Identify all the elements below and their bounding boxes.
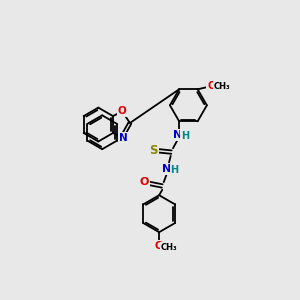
Text: N: N — [162, 164, 172, 174]
Text: S: S — [149, 144, 158, 157]
Text: O: O — [139, 177, 148, 187]
Text: CH₃: CH₃ — [214, 82, 231, 91]
Text: H: H — [170, 165, 178, 175]
Text: N: N — [173, 130, 182, 140]
Text: O: O — [118, 106, 127, 116]
Text: O: O — [155, 241, 164, 251]
Text: O: O — [207, 81, 216, 91]
Text: N: N — [118, 134, 127, 143]
Text: H: H — [181, 131, 189, 141]
Text: CH₃: CH₃ — [161, 243, 178, 252]
